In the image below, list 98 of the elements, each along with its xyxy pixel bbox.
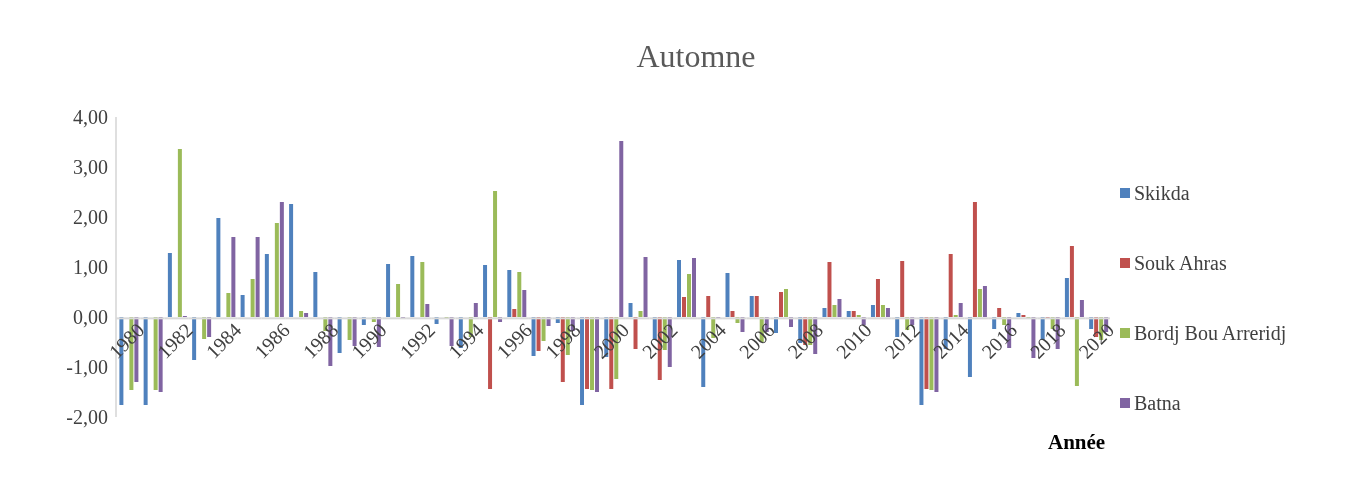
legend-label: Bordj Bou Arreridj	[1134, 321, 1287, 345]
y-tick-label: -1,00	[66, 356, 108, 379]
bar	[754, 296, 759, 317]
bar	[202, 317, 207, 339]
bar	[1079, 300, 1084, 317]
chart-title: Automne	[635, 38, 757, 75]
x-tick-label: 1982	[152, 318, 197, 363]
bar	[749, 296, 754, 317]
y-tick-label: 0,00	[73, 306, 108, 329]
bar	[885, 308, 890, 317]
x-axis-title: Année	[1048, 430, 1106, 455]
bar	[585, 317, 590, 389]
bar	[483, 265, 488, 317]
bar	[633, 317, 638, 349]
bar	[1064, 278, 1069, 317]
bar	[299, 311, 304, 317]
bar	[982, 286, 987, 317]
bar	[880, 305, 885, 317]
bar	[153, 317, 158, 390]
bar	[347, 317, 352, 340]
bar	[837, 299, 842, 317]
bar	[682, 297, 686, 317]
bar	[493, 191, 498, 317]
bar	[643, 257, 648, 317]
bar	[687, 274, 691, 317]
bar	[948, 254, 953, 317]
bar	[870, 305, 875, 317]
bar	[488, 317, 493, 389]
bar	[1069, 246, 1074, 317]
y-tick-label: 1,00	[73, 256, 108, 279]
bar	[778, 292, 783, 317]
x-tick-label: 1990	[346, 318, 391, 363]
y-tick-label: 4,00	[73, 106, 108, 129]
bar	[972, 202, 977, 317]
bar	[1074, 317, 1079, 386]
bar	[619, 141, 624, 317]
bar	[827, 262, 832, 317]
bar	[692, 258, 696, 317]
bar	[997, 308, 1002, 317]
bar	[279, 202, 284, 317]
bar	[822, 308, 827, 317]
bar	[289, 204, 294, 317]
y-tick-label: 2,00	[73, 206, 108, 229]
bar	[420, 262, 425, 317]
bar	[240, 295, 245, 317]
bar	[967, 317, 972, 377]
bar	[875, 279, 880, 317]
bar	[507, 270, 512, 317]
bar	[396, 284, 401, 317]
x-tick-label: 1994	[443, 318, 488, 363]
bar	[264, 254, 269, 317]
bar	[192, 317, 197, 360]
legend-label: Souk Ahras	[1134, 251, 1227, 275]
bar	[255, 237, 260, 317]
bar	[851, 311, 856, 317]
legend-label: Skikda	[1134, 181, 1190, 205]
bar	[924, 317, 929, 389]
bar	[783, 289, 788, 317]
bar	[522, 290, 527, 317]
bar	[677, 260, 681, 317]
bar	[143, 317, 148, 405]
bar	[1016, 313, 1021, 317]
bar	[177, 149, 182, 317]
bar	[846, 311, 851, 317]
bar	[919, 317, 924, 405]
bar	[725, 273, 730, 317]
bar	[531, 317, 536, 356]
bar	[517, 272, 522, 317]
bar	[580, 317, 585, 405]
y-tick-label: -2,00	[66, 406, 108, 429]
legend-label: Batna	[1134, 391, 1181, 415]
bar	[473, 303, 478, 317]
bar	[274, 223, 279, 317]
bar	[900, 261, 905, 317]
bar	[250, 279, 255, 317]
bar	[313, 272, 318, 317]
bar	[231, 237, 236, 317]
bar	[590, 317, 595, 390]
bar	[167, 253, 172, 317]
bar	[958, 303, 963, 317]
y-tick-label: 3,00	[73, 156, 108, 179]
bar	[410, 256, 415, 317]
bar	[977, 289, 982, 317]
bar	[638, 311, 643, 317]
bar	[541, 317, 546, 341]
bar	[216, 218, 221, 317]
bar	[730, 311, 735, 317]
bar	[832, 305, 837, 317]
bar	[929, 317, 934, 390]
bar	[706, 296, 711, 317]
bar	[425, 304, 430, 317]
bar	[337, 317, 342, 353]
bar	[226, 293, 231, 317]
bar	[304, 313, 309, 317]
bar	[628, 303, 633, 317]
bar	[386, 264, 391, 317]
bar	[536, 317, 541, 351]
bar	[512, 309, 517, 317]
